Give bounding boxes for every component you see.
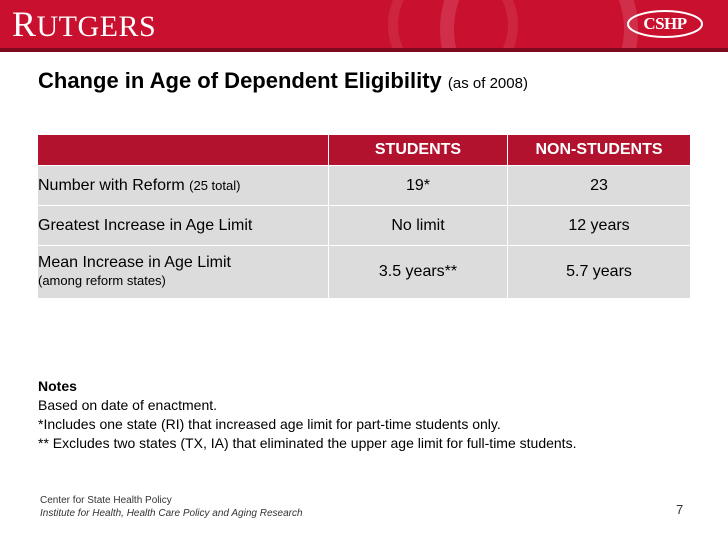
row-label: Number with Reform (25 total)	[37, 165, 329, 206]
rutgers-logo: RUTGERS	[12, 4, 157, 44]
title-subtitle: (as of 2008)	[447, 75, 528, 92]
table-row: Number with Reform (25 total) 19* 23	[37, 165, 691, 206]
students-value: 3.5 years**	[328, 245, 508, 299]
row-label-note: (among reform states)	[38, 273, 166, 288]
table-row: Mean Increase in Age Limit (among reform …	[37, 245, 691, 299]
header-stripe	[0, 48, 728, 52]
row-label: Greatest Increase in Age Limit	[37, 205, 329, 246]
note-line: ** Excludes two states (TX, IA) that eli…	[38, 435, 577, 451]
title-main: Change in Age of Dependent Eligibility	[38, 68, 442, 93]
students-value: No limit	[328, 205, 508, 246]
row-label: Mean Increase in Age Limit (among reform …	[37, 245, 329, 299]
non-students-value: 23	[507, 165, 691, 206]
footer: Center for State Health Policy Institute…	[40, 494, 303, 520]
table-row: Greatest Increase in Age Limit No limit …	[37, 205, 691, 246]
slide-title: Change in Age of Dependent Eligibility (…	[38, 68, 528, 94]
row-label-text: Mean Increase in Age Limit	[38, 254, 231, 271]
header-banner: RUTGERS CSHP	[0, 0, 728, 48]
non-students-value: 12 years	[507, 205, 691, 246]
note-line: *Includes one state (RI) that increased …	[38, 416, 501, 432]
banner-watermark-seal-small	[388, 0, 518, 48]
footer-org: Center for State Health Policy	[40, 495, 172, 506]
footer-institute: Institute for Health, Health Care Policy…	[40, 508, 303, 519]
students-value: 19*	[328, 165, 508, 206]
page-number: 7	[676, 502, 684, 517]
row-label-text: Greatest Increase in Age Limit	[38, 216, 253, 234]
notes-heading: Notes	[38, 378, 77, 394]
row-label-note: (25 total)	[189, 177, 241, 193]
cshp-logo: CSHP	[626, 9, 704, 39]
eligibility-table: STUDENTS NON-STUDENTS Number with Reform…	[37, 134, 691, 299]
header-cell-students: STUDENTS	[328, 134, 508, 166]
notes-section: Notes Based on date of enactment. *Inclu…	[38, 377, 576, 453]
non-students-value: 5.7 years	[507, 245, 691, 299]
note-line: Based on date of enactment.	[38, 397, 218, 413]
header-cell-blank	[37, 134, 329, 166]
row-label-text: Number with Reform	[38, 176, 185, 194]
header-cell-non-students: NON-STUDENTS	[507, 134, 691, 166]
